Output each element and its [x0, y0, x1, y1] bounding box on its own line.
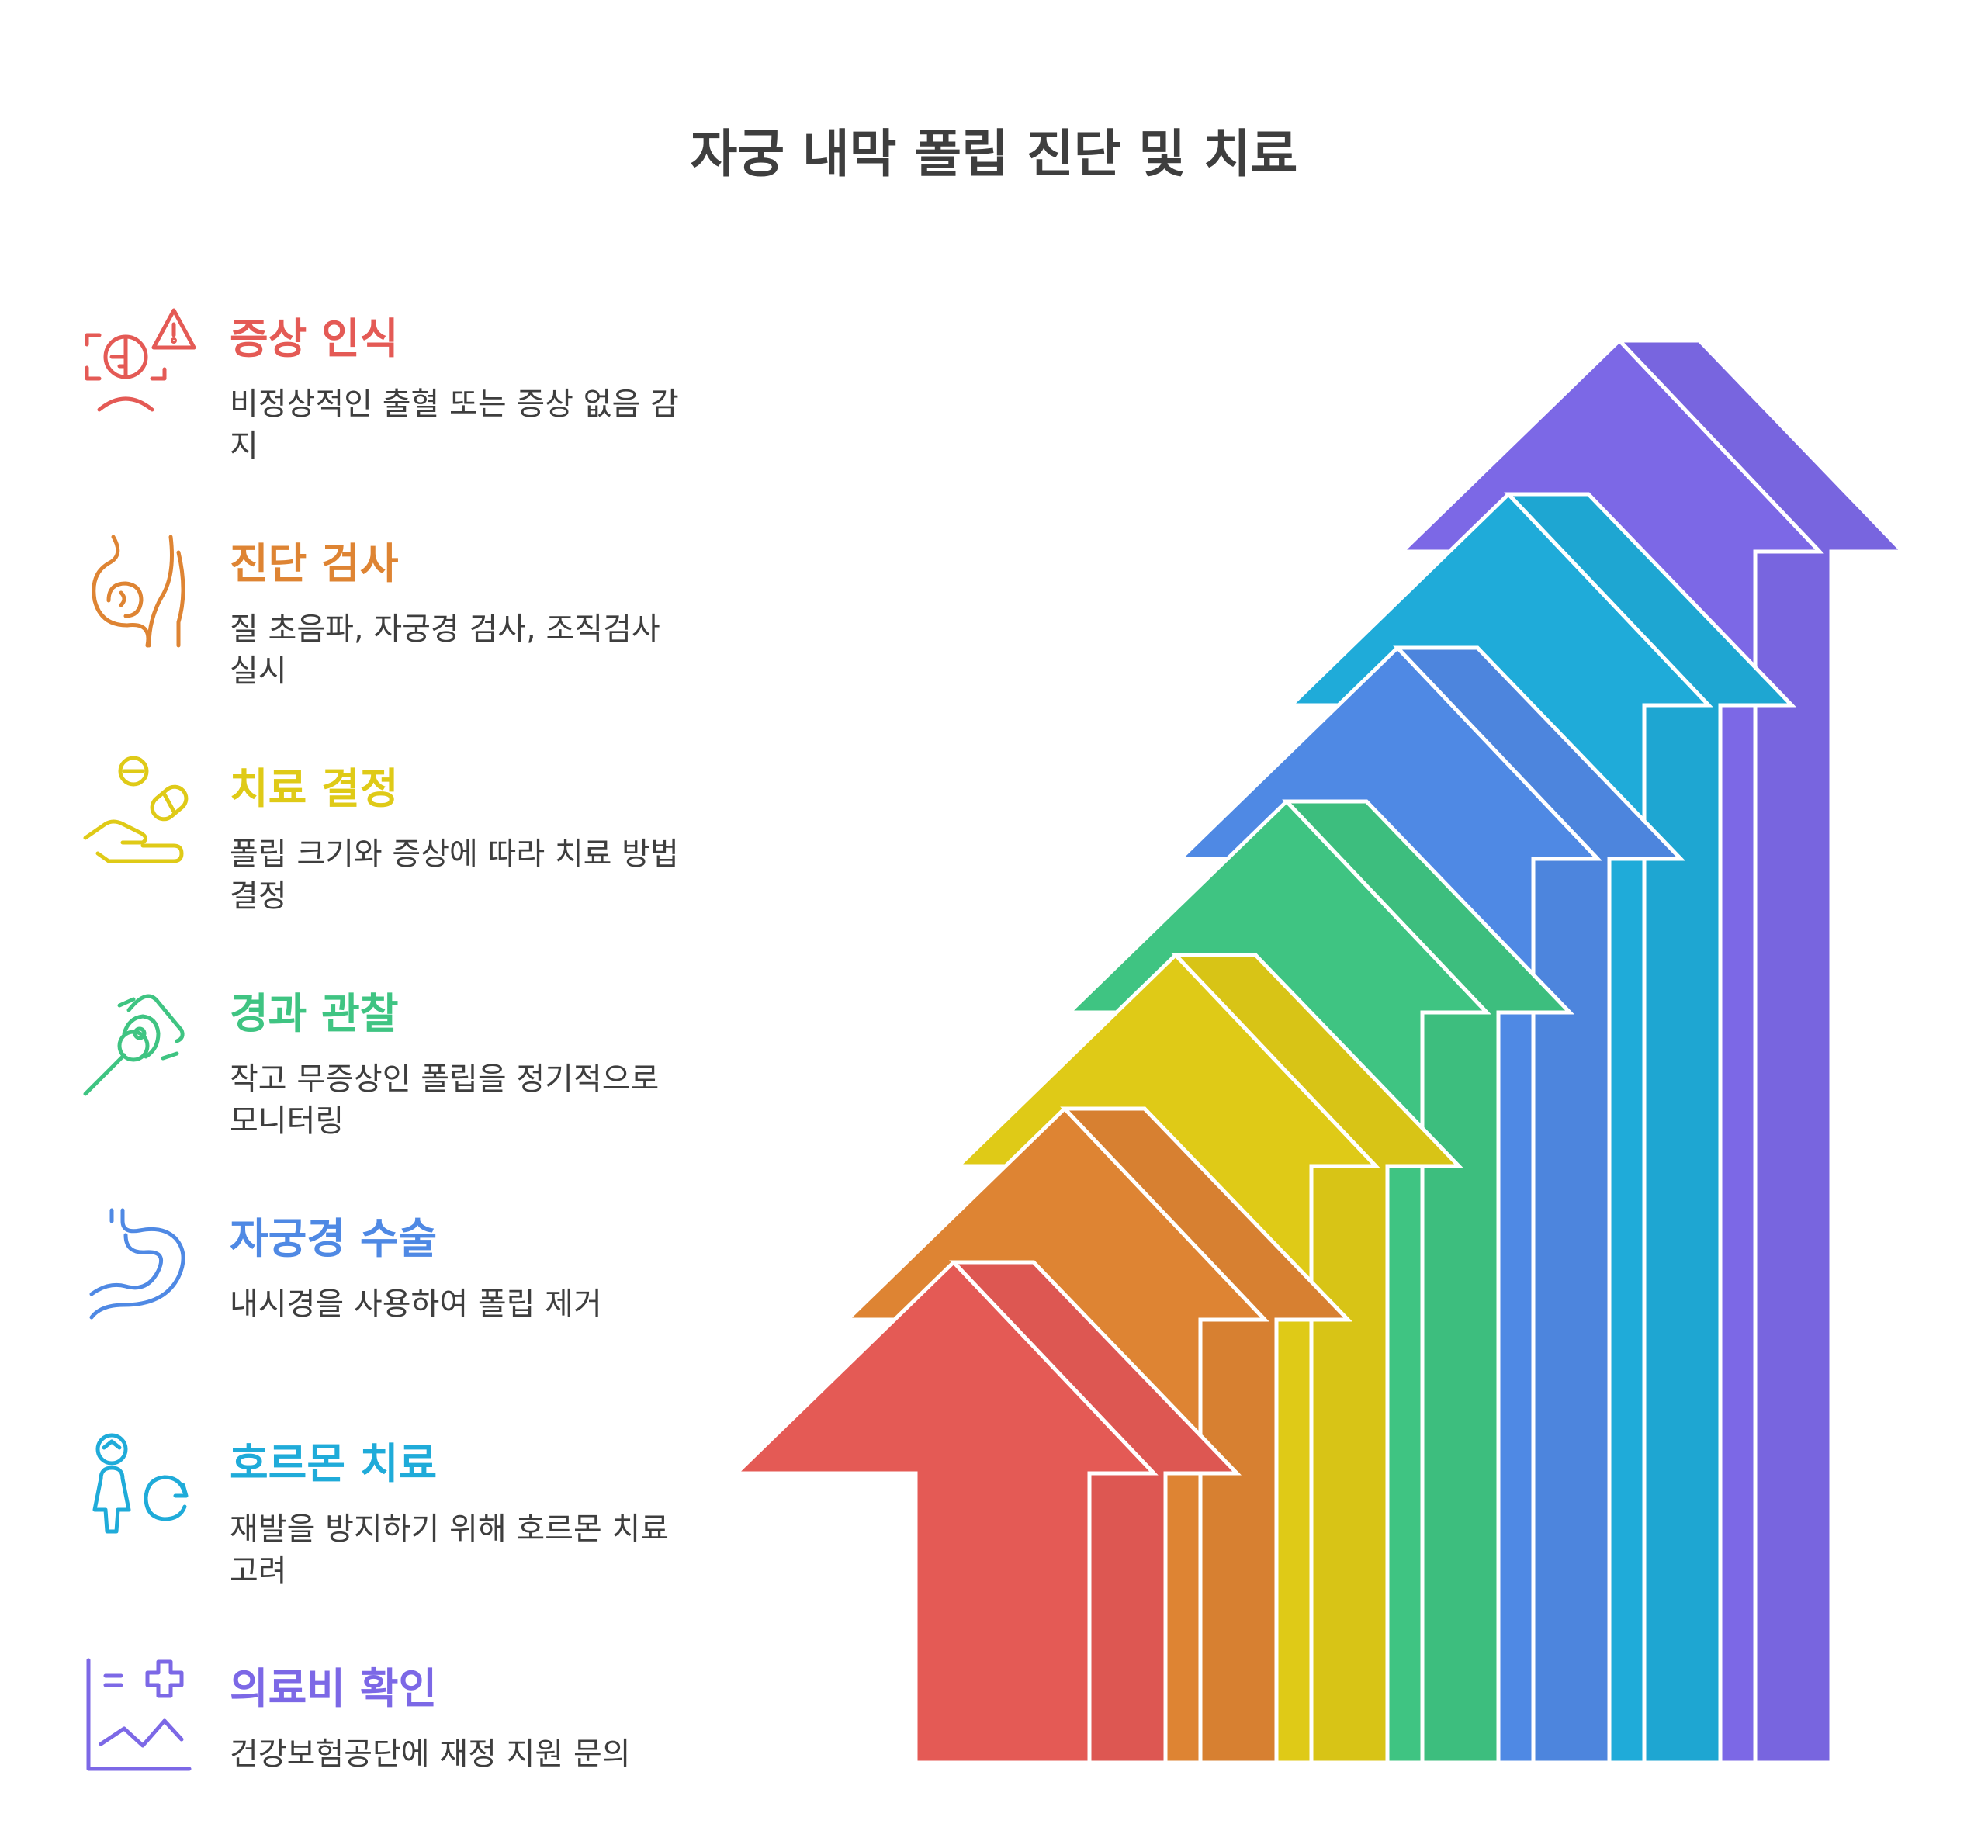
- step-desc-hormone-therapy: 재발을 방지하기 위해 호르몬 치료 고려: [230, 1511, 670, 1589]
- step-desc-symptom-recognition: 비정상적인 출혈 또는 증상 없음 감지: [230, 386, 679, 464]
- magnifier-cell-icon: [78, 979, 202, 1103]
- arrow-step-6-side: [1504, 492, 1796, 1765]
- patient-alert-icon: [78, 304, 202, 428]
- step-title-symptom-recognition: 증상 인식: [230, 314, 399, 363]
- arrow-step-7-edge: [1618, 339, 1821, 553]
- step-title-follow-up-observation: 경과 관찰: [230, 989, 399, 1038]
- step-desc-treatment-decision: 폴립 크기와 증상에 따라 치료 방법 결정: [230, 836, 679, 914]
- step-title-treatment-decision: 치료 결정: [230, 764, 399, 813]
- page-title: 자궁 내막 폴립 진단 및 치료: [690, 124, 1298, 184]
- step-treatment-decision: 치료 결정 폴립 크기와 증상에 따라 치료 방법 결정: [78, 754, 683, 940]
- step-desc-medical-cost-check: 건강보험공단에 재정 지원 문의: [230, 1736, 631, 1772]
- arrow-step-1-edge: [952, 1261, 1155, 1475]
- arrow-step-2-edge: [1063, 1107, 1266, 1321]
- arrow-step-7-side: [1615, 338, 1907, 1765]
- step-medical-cost-check: 의료비 확인 건강보험공단에 재정 지원 문의: [78, 1654, 683, 1840]
- arrow-step-6-edge: [1507, 493, 1710, 707]
- medical-chart-icon: [78, 1654, 202, 1778]
- arrow-step-5-side: [1393, 645, 1685, 1765]
- step-title-diagnostic-test: 진단 검사: [230, 539, 399, 588]
- stomach-organ-icon: [78, 1204, 202, 1328]
- arrow-step-4-edge: [1285, 800, 1488, 1014]
- arrow-step-5-edge: [1396, 646, 1599, 860]
- step-title-hormone-therapy: 호르몬 치료: [230, 1439, 438, 1488]
- step-title-hysteroscopic-surgery: 자궁경 수술: [230, 1214, 438, 1263]
- step-diagnostic-test: 진단 검사 질 초음파, 자궁경 검사, 조직검사 실시: [78, 529, 683, 715]
- arrow-step-2-side: [1060, 1106, 1352, 1765]
- step-hysteroscopic-surgery: 자궁경 수술 내시경을 사용하여 폴립 제거: [78, 1204, 683, 1390]
- step-hormone-therapy: 호르몬 치료 재발을 방지하기 위해 호르몬 치료 고려: [78, 1429, 683, 1615]
- arrow-step-3-edge: [1174, 953, 1377, 1168]
- person-cycle-icon: [78, 1429, 202, 1553]
- pregnancy-belly-icon: [78, 529, 202, 653]
- arrow-step-4-side: [1282, 799, 1574, 1765]
- hand-pills-icon: [78, 754, 202, 878]
- arrow-step-3-side: [1171, 953, 1463, 1765]
- step-title-medical-cost-check: 의료비 확인: [230, 1664, 438, 1713]
- step-desc-follow-up-observation: 작고 무증상인 폴립을 정기적으로 모니터링: [230, 1061, 660, 1139]
- step-desc-hysteroscopic-surgery: 내시경을 사용하여 폴립 제거: [230, 1286, 602, 1322]
- step-desc-diagnostic-test: 질 초음파, 자궁경 검사, 조직검사 실시: [230, 611, 660, 689]
- arrow-step-1-side: [949, 1260, 1242, 1765]
- step-follow-up-observation: 경과 관찰 작고 무증상인 폴립을 정기적으로 모니터링: [78, 979, 683, 1165]
- step-symptom-recognition: 증상 인식 비정상적인 출혈 또는 증상 없음 감지: [78, 304, 683, 490]
